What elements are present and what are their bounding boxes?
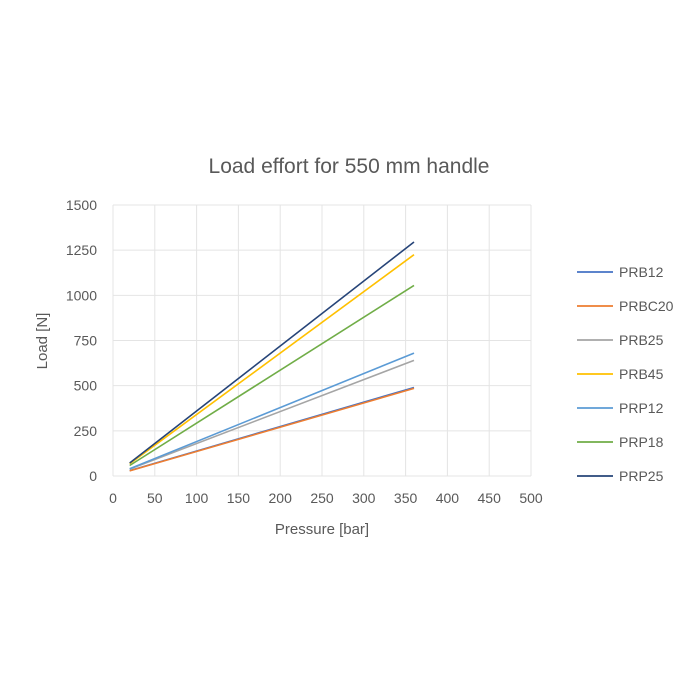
legend-label: PRB25 xyxy=(619,332,664,348)
legend-label: PRP25 xyxy=(619,468,664,484)
y-tick-label: 500 xyxy=(74,378,98,394)
x-tick-label: 50 xyxy=(147,490,163,506)
y-tick-label: 1000 xyxy=(66,287,97,303)
y-tick-label: 0 xyxy=(89,468,97,484)
chart-title: Load effort for 550 mm handle xyxy=(209,155,490,178)
x-axis-ticks: 0 50 100 150 200 250 300 350 400 450 500 xyxy=(109,490,543,506)
x-tick-label: 500 xyxy=(519,490,543,506)
legend: PRB12 PRBC20 PRB25 PRB45 PRP12 PRP18 PRP25 xyxy=(577,264,674,484)
legend-label: PRB45 xyxy=(619,366,664,382)
legend-item-prb45: PRB45 xyxy=(577,366,664,382)
x-axis-title: Pressure [bar] xyxy=(275,521,369,538)
legend-item-prp18: PRP18 xyxy=(577,434,664,450)
legend-label: PRBC20 xyxy=(619,298,674,314)
legend-item-prp25: PRP25 xyxy=(577,468,664,484)
y-tick-label: 750 xyxy=(74,333,98,349)
y-axis-ticks: 0 250 500 750 1000 1250 1500 xyxy=(66,197,97,484)
x-tick-label: 0 xyxy=(109,490,117,506)
series-line-prp12 xyxy=(129,352,415,470)
y-tick-label: 250 xyxy=(74,423,98,439)
legend-label: PRB12 xyxy=(619,264,664,280)
x-tick-label: 400 xyxy=(436,490,460,506)
series-line-prp25 xyxy=(129,241,415,464)
series-line-prb25 xyxy=(129,359,415,470)
x-tick-label: 150 xyxy=(227,490,251,506)
x-tick-label: 200 xyxy=(269,490,293,506)
x-tick-label: 350 xyxy=(394,490,418,506)
x-tick-label: 450 xyxy=(478,490,502,506)
x-tick-label: 100 xyxy=(185,490,209,506)
legend-item-prbc20: PRBC20 xyxy=(577,298,674,314)
legend-item-prb25: PRB25 xyxy=(577,332,664,348)
legend-item-prb12: PRB12 xyxy=(577,264,664,280)
y-axis-title: Load [N] xyxy=(34,313,51,370)
y-tick-label: 1500 xyxy=(66,197,97,213)
series-line-prbc20 xyxy=(129,387,415,472)
series-line-prb45 xyxy=(129,254,415,465)
legend-item-prp12: PRP12 xyxy=(577,400,664,416)
x-tick-label: 300 xyxy=(352,490,376,506)
series-line-prp18 xyxy=(129,284,415,467)
y-tick-label: 1250 xyxy=(66,242,97,258)
legend-label: PRP12 xyxy=(619,400,664,416)
grid xyxy=(112,204,532,477)
series-lines xyxy=(129,241,415,472)
legend-label: PRP18 xyxy=(619,434,664,450)
x-tick-label: 250 xyxy=(310,490,334,506)
